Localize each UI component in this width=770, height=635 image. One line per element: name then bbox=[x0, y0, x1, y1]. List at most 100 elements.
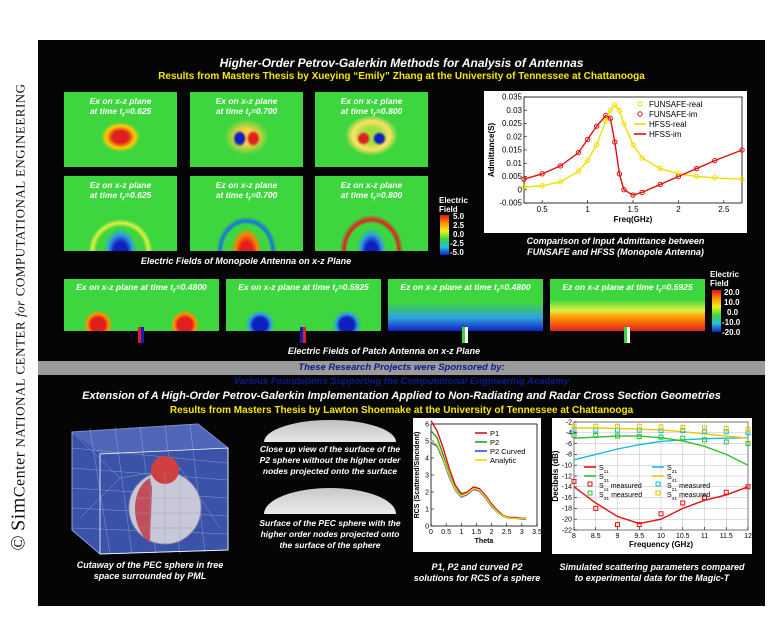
top-subtitle: Results from Masters Thesis by Xueying “… bbox=[158, 71, 645, 82]
y-tick-label: 4 bbox=[425, 455, 429, 462]
data-point bbox=[607, 107, 613, 113]
panel-label-sub: r bbox=[248, 194, 252, 203]
panel-label-sub: r bbox=[373, 194, 377, 203]
y-tick-label: -2 bbox=[566, 419, 572, 426]
data-point bbox=[680, 435, 686, 441]
data-point bbox=[636, 423, 642, 429]
cutaway-caption: Cutaway of the PEC sphere in free space s… bbox=[76, 560, 224, 581]
panel-label-time: =0.625 bbox=[125, 106, 152, 116]
series-line bbox=[573, 486, 749, 525]
simcenter-logo: © SimCenter NATIONAL CENTER for COMPUTAT… bbox=[8, 17, 31, 617]
logo-center: Center bbox=[11, 451, 29, 498]
x-tick-label: 3 bbox=[520, 529, 524, 536]
data-point bbox=[584, 157, 591, 164]
series-line bbox=[430, 440, 527, 520]
x-axis-label: Frequency (GHz) bbox=[629, 540, 693, 549]
legend-label: S41 bbox=[667, 474, 677, 484]
rcs-caption: P1, P2 and curved P2 solutions for RCS of… bbox=[413, 562, 541, 583]
legend-label-subscript: 31 bbox=[604, 496, 610, 502]
legend-label: HFSS-im bbox=[649, 130, 682, 139]
colorbar-tick: -10.0 bbox=[722, 318, 741, 327]
patch-feed bbox=[300, 327, 306, 343]
data-point bbox=[575, 149, 582, 156]
patch-feed bbox=[462, 327, 468, 343]
x-tick-label: 0 bbox=[429, 529, 433, 536]
x-tick-label: 3.5 bbox=[532, 529, 541, 536]
data-point bbox=[603, 118, 609, 124]
patch-panel-ex-05925: Ex on x-z plane at time tr=0.5925 bbox=[226, 279, 381, 331]
rcs-chart-svg: 0 0.5 1 1.5 2 2.5 3 3.5 0 1 2 3 4 5 6 Theta RCS (Scatter… bbox=[414, 420, 542, 545]
panel-label-time: =0.700 bbox=[251, 190, 278, 200]
panel-label-sub: r bbox=[122, 194, 126, 203]
x-tick-label: 0.5 bbox=[537, 205, 549, 214]
data-point bbox=[745, 484, 751, 490]
data-point bbox=[658, 511, 664, 517]
x-tick-label: 2 bbox=[490, 529, 494, 536]
series-line bbox=[573, 436, 749, 461]
legend-label: S21 measured bbox=[667, 483, 710, 493]
legend-label: P1 bbox=[490, 429, 499, 438]
patch-feed bbox=[138, 327, 144, 343]
data-point bbox=[616, 107, 623, 113]
magic-t-caption: Simulated scattering parameters compared… bbox=[559, 562, 745, 583]
monopole-panel-ez-0625: Ez on x-z plane at time tr=0.625 bbox=[64, 176, 177, 251]
sponsor-bar: These Research Projects were Sponsored b… bbox=[38, 361, 765, 387]
x-tick-label: 8 bbox=[572, 533, 576, 540]
x-tick-label: 1 bbox=[459, 529, 463, 536]
colorbar-tick: 0.0 bbox=[453, 230, 465, 239]
legend-label: P2 Curved bbox=[490, 447, 525, 456]
rcs-chart: 0 0.5 1 1.5 2 2.5 3 3.5 0 1 2 3 4 5 6 Theta RCS (Scatter… bbox=[413, 418, 542, 552]
legend-label: S11 bbox=[599, 465, 609, 475]
pec-sphere-cutaway-image bbox=[60, 418, 240, 556]
legend-label-suffix: measured bbox=[609, 483, 642, 490]
sponsor-text: These Research Projects were Sponsored b… bbox=[233, 362, 570, 387]
legend-label-subscript: 31 bbox=[604, 478, 610, 484]
y-axis-label: Decibels (dB) bbox=[552, 450, 560, 501]
x-tick-label: 0.5 bbox=[441, 529, 451, 536]
panel-label-line1: Ez on x-z plane bbox=[340, 180, 403, 190]
legend-label-subscript: 21 bbox=[672, 469, 678, 475]
patch-colorbar-title: Electric Field bbox=[710, 270, 739, 288]
y-tick-label: 2 bbox=[425, 489, 429, 496]
data-point bbox=[593, 433, 599, 438]
closeup-caption: Close up view of the surface of the P2 sp… bbox=[259, 444, 401, 476]
panel-label-line2: at time t bbox=[215, 190, 249, 200]
colorbar-tick: 20.0 bbox=[724, 288, 740, 297]
y-tick-label: 0.005 bbox=[502, 172, 523, 181]
data-point bbox=[571, 423, 577, 429]
data-point bbox=[571, 433, 577, 438]
y-tick-label: 0.02 bbox=[506, 132, 522, 141]
monopole-panel-ez-0800: Ez on x-z plane at time tr=0.800 bbox=[315, 176, 428, 251]
panel-label-line2: at time t bbox=[340, 190, 374, 200]
series-line bbox=[574, 427, 749, 439]
y-tick-label: 0.035 bbox=[502, 93, 523, 102]
x-tick-label: 1.5 bbox=[627, 205, 639, 214]
panel-label-time: =0.800 bbox=[376, 190, 403, 200]
panel-label-sub: r bbox=[248, 110, 252, 119]
patch-panel-ez-04800: Ez on x-z plane at time tr=0.4800 bbox=[388, 279, 543, 331]
data-point bbox=[680, 428, 686, 434]
y-tick-label: -4 bbox=[566, 430, 572, 437]
x-tick-label: 2.5 bbox=[718, 205, 730, 214]
panel-label-line1: Ex on x-z plane bbox=[89, 96, 152, 106]
data-point bbox=[739, 147, 745, 153]
data-point bbox=[723, 425, 729, 431]
monopole-colorbar-title: Electric Field bbox=[439, 196, 468, 214]
data-point bbox=[571, 478, 577, 484]
data-point bbox=[745, 426, 751, 432]
monopole-caption: Electric Fields of Monopole Antenna on x… bbox=[140, 256, 352, 266]
legend-label: S41 measured bbox=[667, 492, 710, 502]
legend-label-subscript: 11 bbox=[604, 469, 609, 475]
data-point bbox=[658, 424, 664, 430]
copyright-mark: © bbox=[7, 534, 30, 551]
legend-label: S21 bbox=[667, 465, 677, 475]
magic-t-chart: 8 8.5 9 9.5 10 10.5 11 11.5 12 -2 -4 -6 -8 -10 -12 -14 -… bbox=[551, 418, 752, 554]
y-tick-label: -6 bbox=[566, 441, 572, 448]
panel-label-line1: Ez on x-z plane bbox=[215, 180, 278, 190]
legend-label: FUNSAFE-real bbox=[649, 100, 703, 109]
surface-caption: Surface of the PEC sphere with the higher… bbox=[259, 518, 401, 550]
data-point bbox=[712, 157, 718, 164]
y-tick-label: 0.015 bbox=[502, 146, 523, 155]
legend-swatch bbox=[655, 490, 661, 496]
colorbar-tick: 5.0 bbox=[453, 212, 465, 221]
